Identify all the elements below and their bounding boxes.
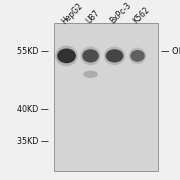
Text: K562: K562: [131, 5, 151, 26]
Ellipse shape: [106, 49, 123, 62]
Text: 40KD —: 40KD —: [17, 105, 49, 114]
Text: — OLA1: — OLA1: [161, 47, 180, 56]
Ellipse shape: [82, 49, 99, 62]
Bar: [54, 23, 158, 171]
Ellipse shape: [83, 71, 98, 78]
Text: HepG2: HepG2: [60, 1, 85, 26]
Ellipse shape: [129, 48, 146, 64]
Ellipse shape: [130, 50, 145, 62]
Ellipse shape: [55, 46, 78, 66]
Ellipse shape: [104, 47, 125, 65]
Ellipse shape: [80, 47, 101, 65]
Ellipse shape: [57, 48, 76, 63]
Text: BxPc-3: BxPc-3: [108, 1, 133, 26]
Text: 35KD —: 35KD —: [17, 137, 49, 146]
Text: U87: U87: [84, 9, 101, 26]
Text: 55KD —: 55KD —: [17, 47, 49, 56]
